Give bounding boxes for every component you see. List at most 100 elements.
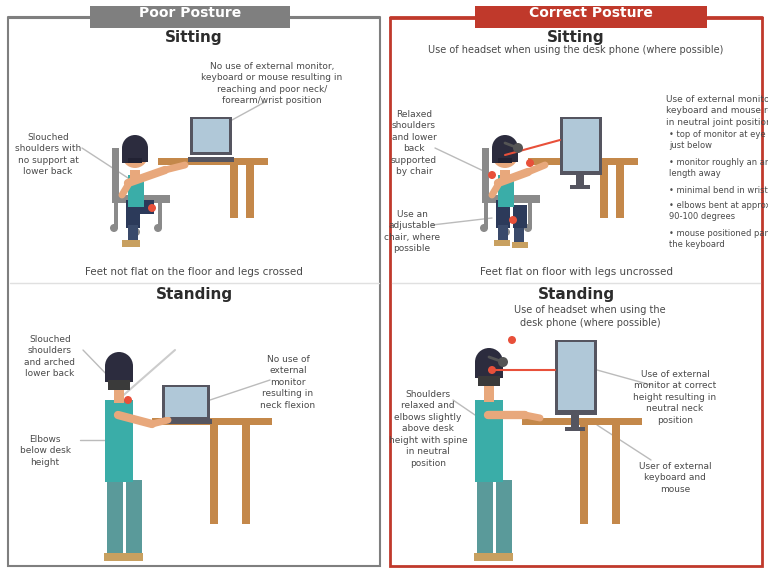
Circle shape bbox=[524, 224, 532, 232]
Bar bbox=[492, 148, 518, 162]
Bar bbox=[126, 200, 140, 228]
Bar bbox=[246, 163, 254, 218]
Bar bbox=[114, 200, 118, 228]
Bar bbox=[128, 158, 142, 163]
Text: Poor Posture: Poor Posture bbox=[139, 6, 241, 20]
Bar bbox=[528, 158, 638, 165]
Bar bbox=[500, 170, 510, 180]
Circle shape bbox=[492, 135, 518, 161]
Circle shape bbox=[488, 366, 496, 374]
Bar bbox=[210, 424, 218, 524]
Bar bbox=[475, 6, 707, 28]
Text: • top of monitor at eye level or
just below: • top of monitor at eye level or just be… bbox=[669, 130, 768, 150]
Bar bbox=[488, 195, 540, 203]
Text: Use an
adjustable
chair, where
possible: Use an adjustable chair, where possible bbox=[384, 210, 440, 253]
Bar bbox=[188, 157, 234, 162]
Bar bbox=[558, 342, 594, 410]
Text: Relaxed
shoulders
and lower
back
supported
by chair: Relaxed shoulders and lower back support… bbox=[391, 110, 437, 176]
Circle shape bbox=[475, 356, 503, 384]
Bar bbox=[122, 148, 148, 162]
Text: No use of external monitor,
keyboard or mouse resulting in
reaching and poor nec: No use of external monitor, keyboard or … bbox=[201, 62, 343, 105]
Bar bbox=[108, 380, 130, 390]
Circle shape bbox=[509, 216, 517, 224]
Bar bbox=[498, 175, 514, 207]
Bar bbox=[90, 6, 290, 28]
Bar bbox=[162, 385, 210, 420]
Bar bbox=[475, 400, 503, 482]
Bar bbox=[571, 415, 579, 427]
Bar bbox=[565, 427, 585, 431]
Bar bbox=[512, 242, 528, 248]
Bar bbox=[105, 366, 133, 382]
Bar bbox=[496, 200, 510, 228]
Bar bbox=[158, 200, 162, 228]
Bar bbox=[576, 175, 584, 187]
Bar bbox=[498, 158, 512, 163]
Bar bbox=[514, 228, 524, 243]
Bar bbox=[580, 424, 588, 524]
Bar bbox=[152, 418, 272, 425]
Bar bbox=[477, 480, 493, 558]
Bar bbox=[123, 553, 143, 561]
Bar bbox=[474, 553, 494, 561]
Circle shape bbox=[122, 142, 148, 168]
Bar bbox=[130, 170, 140, 180]
Bar bbox=[128, 175, 144, 207]
Text: • elbows bent at approximately
90-100 degrees: • elbows bent at approximately 90-100 de… bbox=[669, 201, 768, 221]
Bar bbox=[122, 155, 130, 163]
Circle shape bbox=[105, 360, 133, 388]
Text: Use of external monitor,
keyboard and mouse resulting
in neutral joint position: Use of external monitor, keyboard and mo… bbox=[666, 95, 768, 127]
Circle shape bbox=[110, 224, 118, 232]
Bar bbox=[496, 480, 512, 558]
Bar bbox=[160, 419, 212, 424]
Text: Standing: Standing bbox=[155, 287, 233, 302]
Text: Slouched
shoulders
and arched
lower back: Slouched shoulders and arched lower back bbox=[25, 335, 75, 378]
Bar bbox=[492, 155, 500, 163]
Bar bbox=[484, 384, 494, 402]
Circle shape bbox=[526, 159, 534, 167]
Bar bbox=[484, 200, 488, 228]
Bar bbox=[390, 18, 762, 566]
Bar bbox=[114, 388, 124, 403]
Bar bbox=[478, 376, 500, 386]
Bar bbox=[475, 362, 503, 378]
Text: • monitor roughly an arm's
length away: • monitor roughly an arm's length away bbox=[669, 158, 768, 178]
Bar bbox=[616, 163, 624, 218]
Text: Use of external
monitor at correct
height resulting in
neutral neck
position: Use of external monitor at correct heigh… bbox=[634, 370, 717, 425]
Bar bbox=[104, 553, 124, 561]
Text: • mouse positioned parallel to
the keyboard: • mouse positioned parallel to the keybo… bbox=[669, 229, 768, 249]
Circle shape bbox=[154, 224, 162, 232]
Bar bbox=[190, 117, 232, 155]
Text: User of external
keyboard and
mouse: User of external keyboard and mouse bbox=[639, 462, 711, 494]
Bar bbox=[600, 163, 608, 218]
Bar bbox=[570, 185, 590, 189]
Circle shape bbox=[132, 228, 140, 236]
Bar bbox=[555, 340, 597, 415]
Circle shape bbox=[480, 224, 488, 232]
Circle shape bbox=[105, 352, 133, 380]
Circle shape bbox=[122, 135, 148, 161]
Text: Correct Posture: Correct Posture bbox=[529, 6, 653, 20]
Bar bbox=[563, 119, 599, 171]
Bar bbox=[105, 400, 133, 482]
Text: Use of headset when using the desk phone (where possible): Use of headset when using the desk phone… bbox=[429, 45, 723, 55]
Bar bbox=[126, 200, 154, 214]
Circle shape bbox=[508, 336, 516, 344]
Circle shape bbox=[513, 143, 523, 153]
Circle shape bbox=[475, 348, 503, 376]
Text: Standing: Standing bbox=[538, 287, 614, 302]
Bar bbox=[107, 480, 123, 558]
Circle shape bbox=[498, 357, 508, 367]
Circle shape bbox=[488, 171, 496, 179]
Bar bbox=[122, 240, 140, 247]
Bar bbox=[8, 18, 380, 566]
Text: Feet flat on floor with legs uncrossed: Feet flat on floor with legs uncrossed bbox=[479, 267, 673, 277]
Bar bbox=[158, 158, 268, 165]
Bar bbox=[560, 117, 602, 175]
Bar bbox=[513, 205, 527, 228]
Bar bbox=[612, 424, 620, 524]
Bar bbox=[493, 553, 513, 561]
Bar bbox=[128, 225, 138, 243]
Circle shape bbox=[502, 228, 510, 236]
Text: Elbows
below desk
height: Elbows below desk height bbox=[19, 435, 71, 467]
